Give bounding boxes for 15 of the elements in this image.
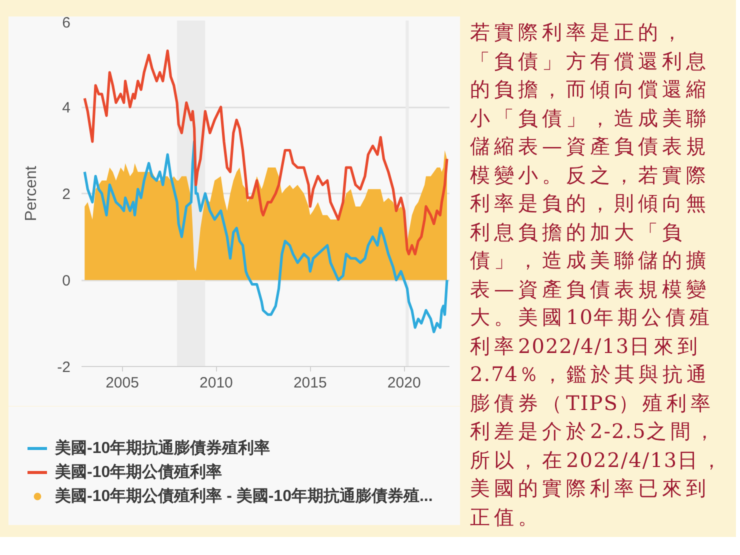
x-tick-label: 2010 bbox=[200, 374, 233, 392]
line-series bbox=[83, 49, 448, 256]
x-tick-label: 2015 bbox=[293, 374, 327, 392]
legend-label: 美國-10年期抗通膨債券殖利率 bbox=[55, 438, 270, 458]
y-tick-label: 0 bbox=[62, 272, 70, 290]
y-tick-label: -2 bbox=[57, 359, 71, 376]
y-tick-label: 4 bbox=[62, 100, 70, 116]
x-tick-label: 2005 bbox=[106, 374, 139, 392]
y-tick-label: 6 bbox=[62, 14, 70, 32]
x-tick-label: 2020 bbox=[387, 374, 421, 392]
y-tick-label: 2 bbox=[62, 186, 70, 203]
legend-label: 美國-10年期公債殖利率 bbox=[55, 462, 222, 482]
legend-label: 美國-10年期公債殖利率 - 美國-10年期抗通膨債券殖... bbox=[55, 486, 433, 506]
line-series bbox=[83, 140, 448, 334]
y-axis-title: Percent bbox=[23, 165, 40, 222]
